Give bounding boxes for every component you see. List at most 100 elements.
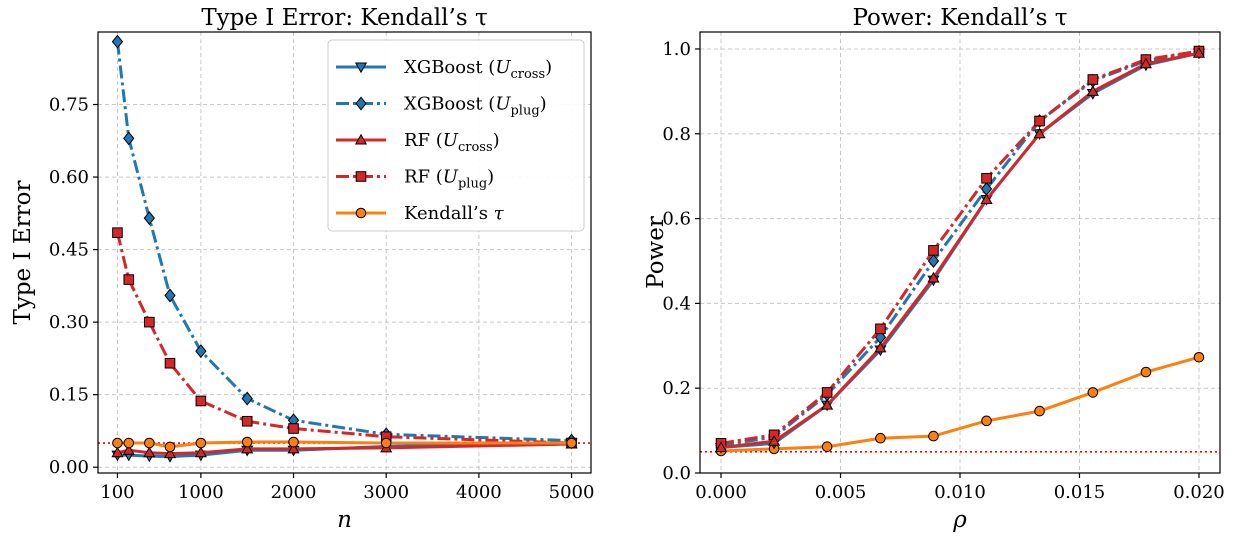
data-point [195, 437, 207, 449]
data-point [112, 227, 123, 238]
data-point [163, 447, 177, 459]
data-point [821, 441, 833, 453]
data-point [1192, 46, 1206, 58]
x-tick-label: 0.005 [815, 482, 867, 503]
legend-marker [355, 96, 367, 111]
data-point [821, 398, 834, 410]
x-tick-label: 0.000 [695, 482, 747, 503]
data-point [143, 211, 155, 226]
legend-label: XGBoost (Ucross) [404, 57, 552, 82]
y-tick-label: 0.4 [662, 293, 691, 314]
data-point [164, 288, 176, 303]
data-point [714, 441, 728, 453]
data-point [122, 444, 135, 455]
y-axis-label: Type I Error [10, 180, 36, 324]
data-point [875, 323, 886, 335]
data-point [195, 395, 207, 407]
x-tick-label: 5000 [549, 482, 595, 503]
legend-label: Kendall’s τ [404, 203, 505, 224]
data-point [111, 446, 124, 458]
data-point [144, 316, 155, 328]
data-point [928, 245, 939, 256]
legend-label-variable: U [443, 130, 459, 151]
legend-label-subscript: cross [510, 67, 545, 82]
x-tick-label: 0.020 [1173, 482, 1225, 503]
x-tick-label: 0.010 [934, 482, 986, 503]
data-point [241, 415, 253, 427]
legend-label-close: ) [487, 167, 494, 188]
legend-label: XGBoost (Uplug) [404, 94, 547, 119]
legend-box [327, 39, 585, 232]
data-point [241, 436, 253, 448]
y-tick-label: 0.45 [49, 240, 89, 261]
data-point [1139, 57, 1152, 69]
data-point [288, 436, 299, 448]
legend-label-close: ) [540, 94, 547, 115]
data-point [111, 34, 124, 49]
legend-label: RF (Ucross) [404, 130, 500, 155]
data-point [875, 432, 886, 444]
legend-label: RF (Uplug) [404, 167, 494, 192]
x-tick-label: 2000 [271, 482, 317, 503]
data-point [1033, 127, 1046, 139]
legend-label-subscript: plug [458, 177, 487, 192]
data-point [927, 253, 940, 268]
x-axis-label: ρ [952, 507, 967, 533]
legend-label-text: Kendall’s [404, 203, 494, 224]
data-point [164, 441, 176, 453]
data-point [927, 271, 940, 283]
chart-title: Power: Kendall’s τ [852, 5, 1067, 31]
data-point [874, 341, 887, 353]
data-point [164, 357, 176, 369]
x-axis-label: n [337, 507, 352, 533]
data-point [981, 415, 992, 427]
legend-label-subscript: plug [510, 104, 539, 119]
y-tick-label: 0.75 [49, 95, 89, 116]
type1-error-panel: 100 1000 2000 3000 4000 5000 0.00 0.15 0.30 0.45 0… [10, 5, 594, 533]
legend-label-variable: τ [494, 203, 505, 224]
x-tick-label: 1000 [178, 482, 224, 503]
legend-label-variable: U [443, 167, 459, 188]
legend-label-close: ) [493, 130, 500, 151]
data-point [980, 193, 993, 204]
data-point [123, 437, 135, 449]
y-tick-label: 0.6 [662, 209, 691, 230]
data-point [1087, 74, 1099, 85]
data-point [1086, 85, 1099, 96]
data-point [123, 274, 135, 285]
data-point [241, 391, 253, 406]
data-point [123, 131, 135, 146]
data-point [1034, 115, 1045, 127]
legend-marker [355, 207, 367, 219]
legend-label-variable: U [495, 94, 511, 115]
data-point [1193, 351, 1205, 363]
data-point [287, 442, 300, 454]
data-point [143, 446, 156, 458]
data-point [194, 446, 207, 458]
x-tick-label: 4000 [456, 482, 502, 503]
data-point [288, 423, 299, 434]
data-point [566, 437, 577, 449]
y-tick-label: 0.00 [49, 457, 89, 478]
power-panel: 0.000 0.005 0.010 0.015 0.020 0.0 0.2 0.4 0.6 0.8… [643, 5, 1225, 533]
data-point [928, 430, 939, 442]
legend-label-text: XGBoost ( [404, 94, 495, 115]
x-tick-label: 100 [100, 482, 134, 503]
legend-label-close: ) [545, 57, 552, 78]
chart-title: Type I Error: Kendall’s τ [201, 5, 487, 31]
legend: XGBoost (Ucross)XGBoost (Uplug)RF (Ucros… [327, 39, 585, 232]
y-tick-label: 0.30 [49, 312, 89, 333]
legend-label-text: RF ( [404, 167, 443, 188]
data-point [768, 434, 781, 446]
series-3 [112, 227, 577, 449]
data-point [981, 172, 992, 184]
data-point [112, 437, 123, 449]
legend-label-text: RF ( [404, 130, 443, 151]
x-tick-label: 0.015 [1054, 482, 1106, 503]
legend-entry: RF (Ucross) [336, 130, 500, 155]
series-line [720, 355, 1200, 453]
plot-frame [97, 31, 592, 474]
legend-entry: XGBoost (Ucross) [336, 57, 552, 82]
legend-marker [354, 62, 368, 74]
